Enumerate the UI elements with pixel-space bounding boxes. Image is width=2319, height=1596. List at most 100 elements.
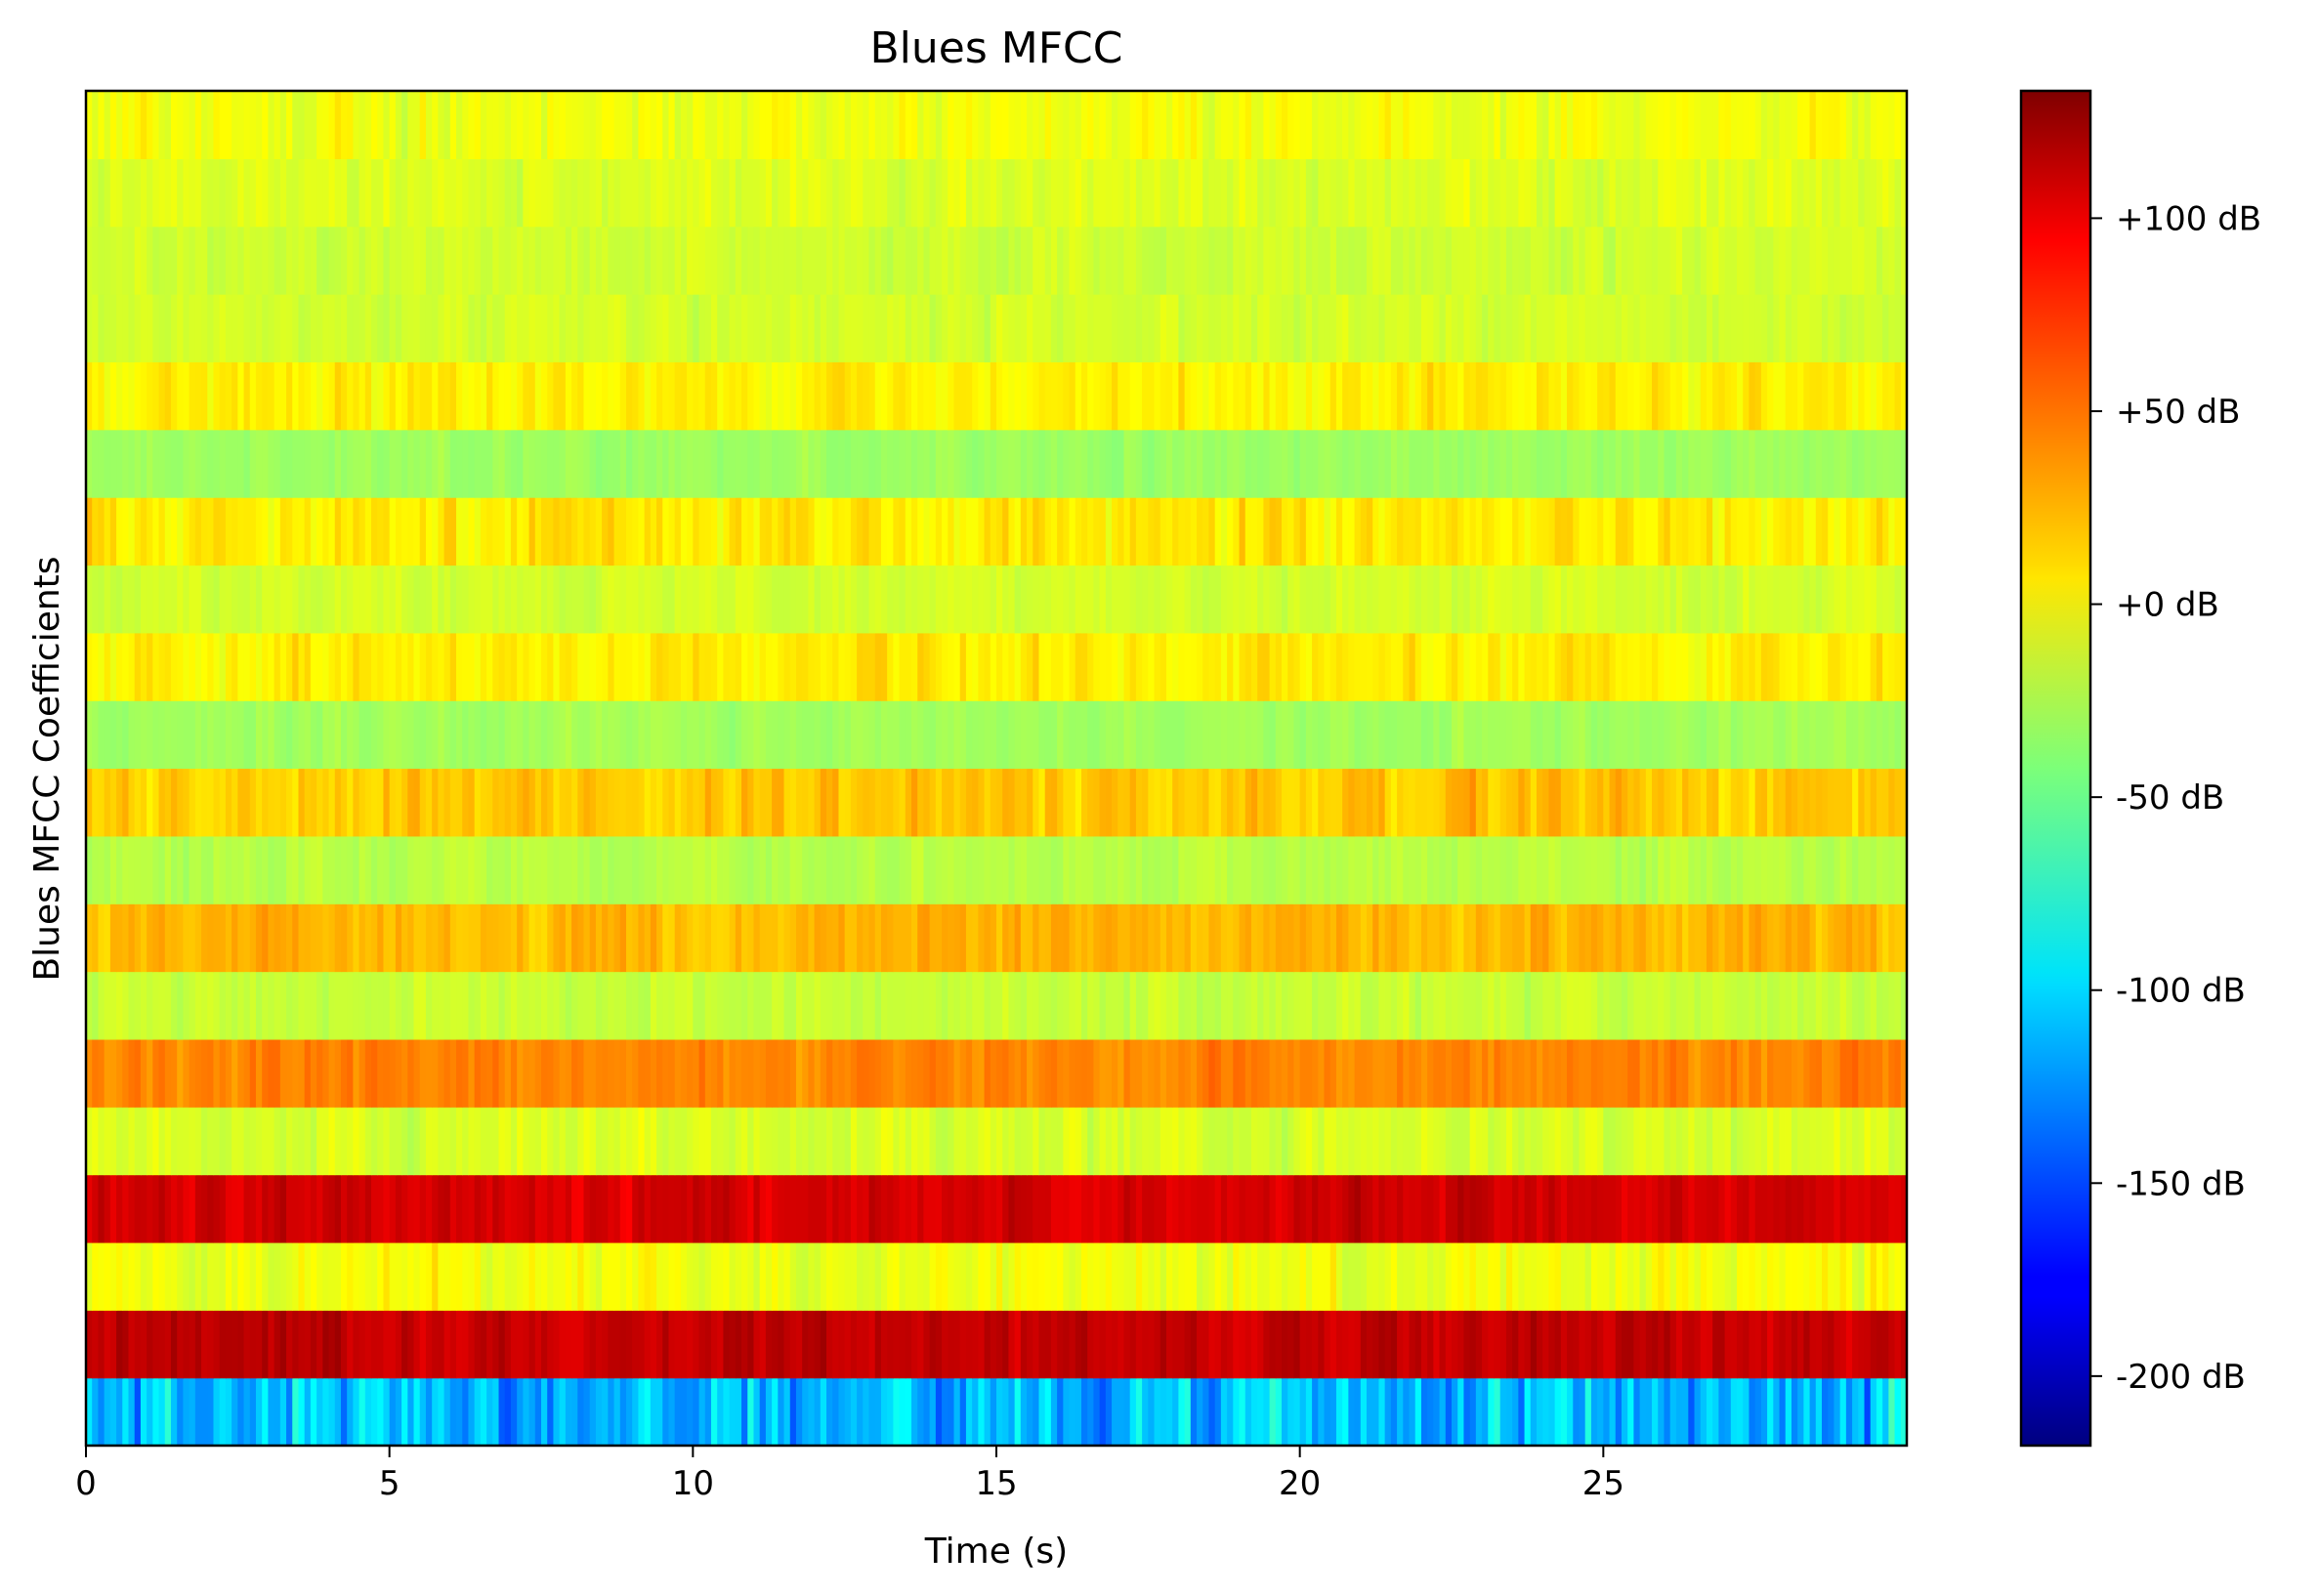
heatmap-cell — [504, 1310, 512, 1379]
heatmap-cell — [1894, 565, 1902, 634]
heatmap-cell — [1737, 565, 1744, 634]
heatmap-cell — [589, 497, 597, 567]
heatmap-cell — [1244, 1310, 1252, 1379]
heatmap-cell — [583, 497, 591, 567]
heatmap-cell — [1475, 429, 1483, 498]
heatmap-cell — [1117, 903, 1125, 973]
heatmap-cell — [965, 1377, 973, 1447]
heatmap-cell — [517, 565, 524, 634]
heatmap-cell — [328, 565, 336, 634]
heatmap-cell — [316, 700, 323, 770]
heatmap-cell — [401, 1377, 408, 1447]
heatmap-cell — [128, 294, 136, 362]
heatmap-cell — [1142, 700, 1149, 770]
heatmap-cell — [1754, 835, 1762, 904]
heatmap-cell — [92, 835, 100, 904]
heatmap-cell — [595, 497, 603, 567]
heatmap-cell — [449, 1310, 457, 1379]
heatmap-cell — [510, 632, 518, 701]
heatmap-cell — [1445, 700, 1453, 770]
heatmap-cell — [1220, 971, 1228, 1040]
heatmap-cell — [1888, 903, 1896, 973]
heatmap-cell — [953, 565, 961, 634]
heatmap-cell — [905, 361, 912, 431]
heatmap-cell — [86, 497, 93, 567]
heatmap-cell — [1220, 294, 1228, 362]
heatmap-cell — [1627, 1038, 1634, 1108]
heatmap-cell — [498, 700, 506, 770]
heatmap-cell — [122, 497, 130, 567]
heatmap-cell — [1433, 565, 1441, 634]
heatmap-cell — [316, 497, 323, 567]
heatmap-cell — [219, 1241, 227, 1311]
heatmap-cell — [942, 1038, 949, 1108]
heatmap-cell — [528, 835, 536, 904]
heatmap-cell — [1384, 632, 1392, 701]
heatmap-cell — [152, 497, 160, 567]
heatmap-cell — [243, 1174, 251, 1243]
heatmap-cell — [1014, 632, 1022, 701]
heatmap-cell — [638, 1377, 646, 1447]
heatmap-cell — [1220, 429, 1228, 498]
heatmap-cell — [577, 1310, 585, 1379]
heatmap-cell — [389, 1038, 397, 1108]
heatmap-cell — [249, 1377, 257, 1447]
heatmap-cell — [1080, 1310, 1088, 1379]
heatmap-cell — [789, 700, 797, 770]
heatmap-cell — [1414, 971, 1422, 1040]
heatmap-cell — [432, 1310, 439, 1379]
heatmap-cell — [1414, 361, 1422, 431]
heatmap-cell — [1542, 1174, 1550, 1243]
heatmap-cell — [1590, 1174, 1598, 1243]
heatmap-cell — [183, 971, 190, 1040]
heatmap-cell — [965, 1174, 973, 1243]
heatmap-cell — [523, 294, 530, 362]
heatmap-cell — [1669, 632, 1677, 701]
heatmap-cell — [98, 835, 105, 904]
heatmap-cell — [1542, 1038, 1550, 1108]
heatmap-cell — [468, 1377, 476, 1447]
heatmap-cell — [358, 768, 366, 837]
heatmap-cell — [1129, 1107, 1137, 1176]
heatmap-cell — [462, 1377, 470, 1447]
heatmap-cell — [650, 497, 657, 567]
heatmap-cell — [1452, 768, 1458, 837]
heatmap-cell — [147, 565, 153, 634]
heatmap-cell — [347, 700, 354, 770]
heatmap-cell — [1080, 632, 1088, 701]
heatmap-cell — [571, 565, 578, 634]
heatmap-cell — [565, 429, 572, 498]
heatmap-cell — [1129, 971, 1137, 1040]
heatmap-cell — [1282, 429, 1288, 498]
heatmap-cell — [1718, 497, 1726, 567]
heatmap-cell — [996, 497, 1003, 567]
heatmap-cell — [268, 903, 275, 973]
heatmap-cell — [1609, 632, 1617, 701]
heatmap-cell — [565, 1038, 572, 1108]
heatmap-cell — [1263, 632, 1271, 701]
heatmap-cell — [668, 294, 676, 362]
heatmap-cell — [948, 1038, 955, 1108]
heatmap-cell — [1214, 1241, 1222, 1311]
heatmap-cell — [917, 429, 925, 498]
heatmap-cell — [116, 1241, 123, 1311]
heatmap-cell — [1057, 768, 1064, 837]
heatmap-cell — [438, 361, 445, 431]
heatmap-cell — [1239, 1038, 1246, 1108]
heatmap-cell — [1075, 1107, 1082, 1176]
heatmap-cell — [632, 565, 640, 634]
heatmap-cell — [213, 497, 221, 567]
heatmap-cell — [1900, 700, 1908, 770]
heatmap-cell — [1014, 1241, 1022, 1311]
heatmap-cell — [1099, 632, 1107, 701]
heatmap-cell — [1482, 768, 1489, 837]
heatmap-cell — [517, 971, 524, 1040]
heatmap-cell — [279, 1377, 287, 1447]
heatmap-cell — [1403, 700, 1411, 770]
heatmap-cell — [668, 971, 676, 1040]
heatmap-cell — [1038, 971, 1046, 1040]
heatmap-cell — [1560, 768, 1568, 837]
heatmap-cell — [316, 1310, 323, 1379]
heatmap-cell — [86, 565, 93, 634]
heatmap-cell — [948, 429, 955, 498]
